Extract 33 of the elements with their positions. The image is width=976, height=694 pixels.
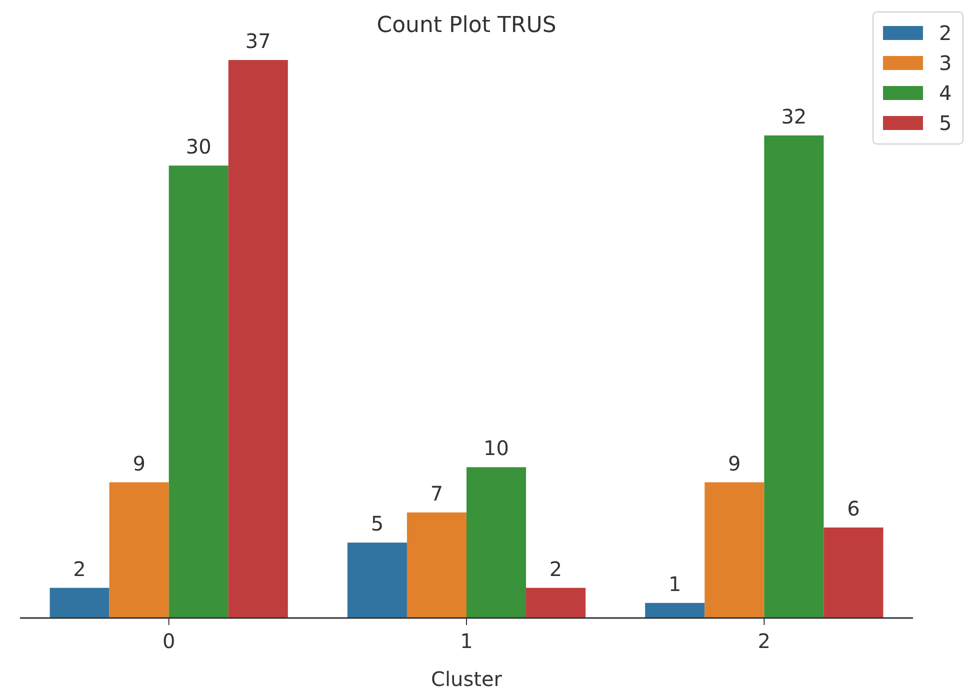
data-label: 2	[549, 556, 562, 581]
bar	[50, 588, 110, 618]
data-label: 10	[484, 436, 509, 460]
bar	[764, 135, 824, 618]
data-label: 2	[73, 556, 86, 581]
legend-label: 2	[939, 21, 952, 45]
bar	[168, 166, 228, 618]
bar	[347, 542, 407, 618]
data-label: 7	[430, 481, 444, 506]
bar	[466, 467, 526, 618]
x-tick-label: 2	[758, 629, 771, 653]
legend-label: 5	[939, 111, 952, 135]
data-label: 9	[728, 451, 741, 476]
data-label: 6	[847, 496, 860, 521]
x-axis-title: Cluster	[431, 667, 503, 691]
data-label: 1	[668, 572, 682, 596]
data-label: 9	[132, 451, 146, 476]
bar	[406, 512, 466, 618]
legend-label: 4	[939, 81, 952, 105]
x-tick-label: 1	[460, 629, 473, 653]
bar	[109, 482, 169, 618]
bar	[228, 60, 288, 618]
legend-label: 3	[939, 51, 952, 75]
bar	[704, 482, 764, 618]
bar	[824, 528, 884, 618]
data-label: 5	[370, 512, 384, 536]
chart-title: Count Plot TRUS	[376, 13, 556, 38]
data-label: 30	[186, 134, 212, 159]
bar	[645, 602, 705, 618]
x-tick-label: 0	[162, 629, 176, 653]
bar	[526, 588, 586, 618]
data-label: 37	[245, 29, 271, 53]
data-label: 32	[781, 104, 807, 128]
